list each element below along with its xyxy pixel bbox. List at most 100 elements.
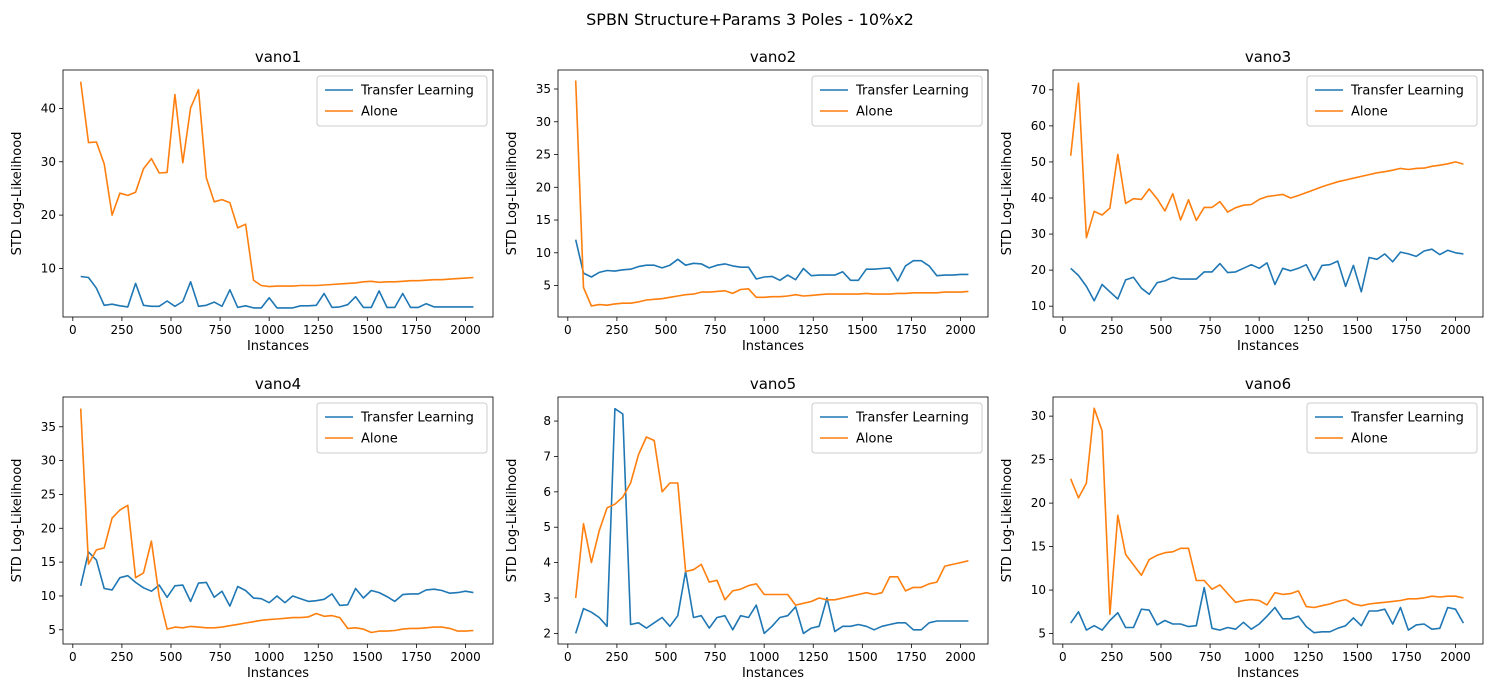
y-tick-label: 10 <box>1031 583 1046 597</box>
series-line-alone <box>574 80 969 307</box>
y-tick-label: 15 <box>41 555 56 569</box>
x-tick-label: 1250 <box>303 650 334 664</box>
figure-title: SPBN Structure+Params 3 Poles - 10%x2 <box>586 10 914 29</box>
y-tick-label: 7 <box>543 449 551 463</box>
series-line-alone <box>1069 407 1464 616</box>
x-tick-label: 2000 <box>450 650 481 664</box>
x-tick-label: 1250 <box>1293 323 1324 337</box>
legend-label: Transfer Learning <box>1350 84 1464 99</box>
x-tick-label: 0 <box>564 650 572 664</box>
legend: Transfer Learning Alone <box>1306 402 1478 454</box>
x-axis-label: Instances <box>247 339 309 354</box>
subplot-title: vano4 <box>255 375 301 393</box>
series-line-transfer-learning <box>80 275 474 309</box>
subplot-vano6: 0 250 500 750 1000 1250 1500 1750 2000 5 10 15 20 25 3… <box>1000 375 1484 681</box>
x-tick-label: 1000 <box>254 323 285 337</box>
x-tick-label: 1000 <box>1244 650 1275 664</box>
x-tick-label: 0 <box>564 323 572 337</box>
subplot-vano5: 0 250 500 750 1000 1250 1500 1750 2000 2 3 4 5 6 7 8 van… <box>505 375 989 681</box>
x-tick-label: 500 <box>655 323 678 337</box>
legend-label: Alone <box>856 105 893 120</box>
legend: Transfer Learning Alone <box>811 75 983 127</box>
x-tick-label: 1500 <box>352 650 383 664</box>
y-tick-label: 20 <box>41 521 56 535</box>
y-tick-label: 15 <box>1031 540 1046 554</box>
x-tick-label: 500 <box>160 650 183 664</box>
y-axis-label: STD Log-Likelihood <box>1000 132 1015 256</box>
x-tick-label: 1000 <box>749 323 780 337</box>
x-tick-label: 1750 <box>1391 650 1422 664</box>
series-line-transfer-learning <box>79 551 474 607</box>
series-line-transfer-learning <box>574 239 969 282</box>
x-tick-label: 250 <box>110 323 133 337</box>
y-tick-label: 25 <box>536 148 551 162</box>
y-tick-label: 2 <box>543 626 551 640</box>
x-tick-label: 250 <box>1100 650 1123 664</box>
y-tick-label: 20 <box>1031 496 1046 510</box>
axes-frame <box>1052 396 1484 645</box>
series-line-transfer-learning <box>1070 586 1465 634</box>
subplot-vano2: 0 250 500 750 1000 1250 1500 1750 2000 5 10 15 20 25 3… <box>505 48 989 354</box>
legend: Transfer Learning Alone <box>316 402 488 454</box>
legend-label: Alone <box>856 432 893 447</box>
x-tick-label: 2000 <box>1440 650 1471 664</box>
legend-label: Alone <box>1351 432 1388 447</box>
legend-label: Transfer Learning <box>855 84 969 99</box>
subplot-title: vano1 <box>255 48 301 66</box>
y-tick-label: 40 <box>41 101 56 115</box>
legend: Transfer Learning Alone <box>316 75 488 127</box>
x-tick-label: 0 <box>1059 323 1067 337</box>
y-tick-label: 35 <box>536 82 551 96</box>
x-tick-label: 750 <box>1199 323 1222 337</box>
x-tick-label: 1250 <box>798 650 829 664</box>
legend-box <box>316 75 488 127</box>
subplot-title: vano2 <box>750 48 796 66</box>
y-tick-label: 8 <box>543 414 551 428</box>
y-tick-label: 10 <box>1031 299 1046 313</box>
x-tick-label: 1250 <box>303 323 334 337</box>
x-tick-label: 750 <box>704 650 727 664</box>
x-tick-label: 1500 <box>847 323 878 337</box>
x-tick-label: 500 <box>1150 650 1173 664</box>
legend-label: Transfer Learning <box>1350 411 1464 426</box>
axes-frame <box>557 396 989 645</box>
x-tick-label: 750 <box>209 650 232 664</box>
x-tick-label: 250 <box>110 650 133 664</box>
legend-label: Alone <box>361 105 398 120</box>
x-tick-label: 500 <box>160 323 183 337</box>
x-tick-label: 750 <box>704 323 727 337</box>
x-tick-label: 500 <box>1150 323 1173 337</box>
x-tick-label: 1500 <box>1342 323 1373 337</box>
x-axis-label: Instances <box>742 339 804 354</box>
legend-box <box>1306 75 1478 127</box>
x-tick-label: 250 <box>605 650 628 664</box>
series-line-alone <box>79 408 474 634</box>
y-tick-label: 6 <box>543 485 551 499</box>
x-tick-label: 1500 <box>847 650 878 664</box>
legend-label: Alone <box>361 432 398 447</box>
y-tick-label: 3 <box>543 591 551 605</box>
x-tick-label: 1000 <box>1244 323 1275 337</box>
y-tick-label: 5 <box>543 520 551 534</box>
x-tick-label: 500 <box>655 650 678 664</box>
x-tick-label: 250 <box>1100 323 1123 337</box>
series-line-transfer-learning <box>1070 248 1464 302</box>
y-tick-label: 25 <box>41 487 56 501</box>
x-tick-label: 250 <box>605 323 628 337</box>
y-tick-label: 50 <box>1031 155 1046 169</box>
y-tick-label: 30 <box>41 454 56 468</box>
y-tick-label: 5 <box>543 279 551 293</box>
x-tick-label: 2000 <box>945 323 976 337</box>
series-line-alone <box>574 436 969 606</box>
subplot-vano1: 0 250 500 750 1000 1250 1500 1750 2000 10 20 30 40 va… <box>10 48 494 354</box>
y-axis-label: STD Log-Likelihood <box>1000 459 1015 583</box>
y-tick-label: 10 <box>41 261 56 275</box>
x-axis-label: Instances <box>1237 666 1299 681</box>
x-tick-label: 2000 <box>450 323 481 337</box>
legend-label: Transfer Learning <box>360 84 474 99</box>
axes-frame <box>62 396 494 645</box>
legend: Transfer Learning Alone <box>811 402 983 454</box>
x-tick-label: 0 <box>69 650 77 664</box>
